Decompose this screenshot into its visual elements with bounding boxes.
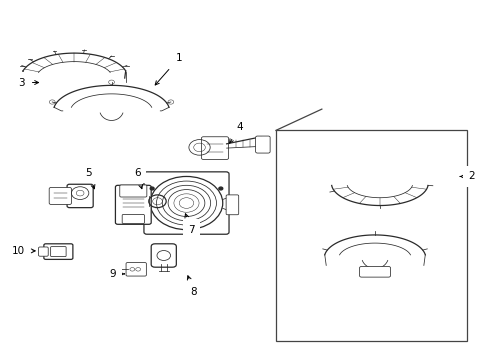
FancyBboxPatch shape [51, 247, 66, 257]
FancyBboxPatch shape [122, 215, 144, 224]
Circle shape [219, 187, 223, 190]
Circle shape [150, 187, 154, 190]
FancyBboxPatch shape [225, 195, 238, 215]
Text: 7: 7 [184, 214, 194, 235]
Text: 5: 5 [85, 168, 95, 189]
FancyBboxPatch shape [115, 185, 151, 224]
Circle shape [184, 231, 188, 234]
Text: 8: 8 [187, 276, 197, 297]
FancyBboxPatch shape [151, 244, 176, 267]
Text: 6: 6 [134, 168, 142, 189]
FancyBboxPatch shape [44, 244, 73, 260]
FancyBboxPatch shape [255, 136, 269, 153]
FancyBboxPatch shape [201, 137, 228, 159]
FancyBboxPatch shape [126, 262, 146, 276]
Text: 1: 1 [155, 53, 182, 85]
FancyBboxPatch shape [39, 247, 48, 256]
Text: 3: 3 [18, 77, 39, 87]
Text: 4: 4 [229, 122, 243, 143]
Text: 2: 2 [459, 171, 474, 181]
FancyBboxPatch shape [49, 188, 71, 204]
FancyBboxPatch shape [120, 185, 146, 197]
FancyBboxPatch shape [143, 172, 228, 234]
FancyBboxPatch shape [359, 266, 390, 277]
Text: 10: 10 [12, 246, 35, 256]
FancyBboxPatch shape [67, 184, 93, 208]
Bar [275, 130, 466, 341]
Text: 9: 9 [109, 269, 124, 279]
